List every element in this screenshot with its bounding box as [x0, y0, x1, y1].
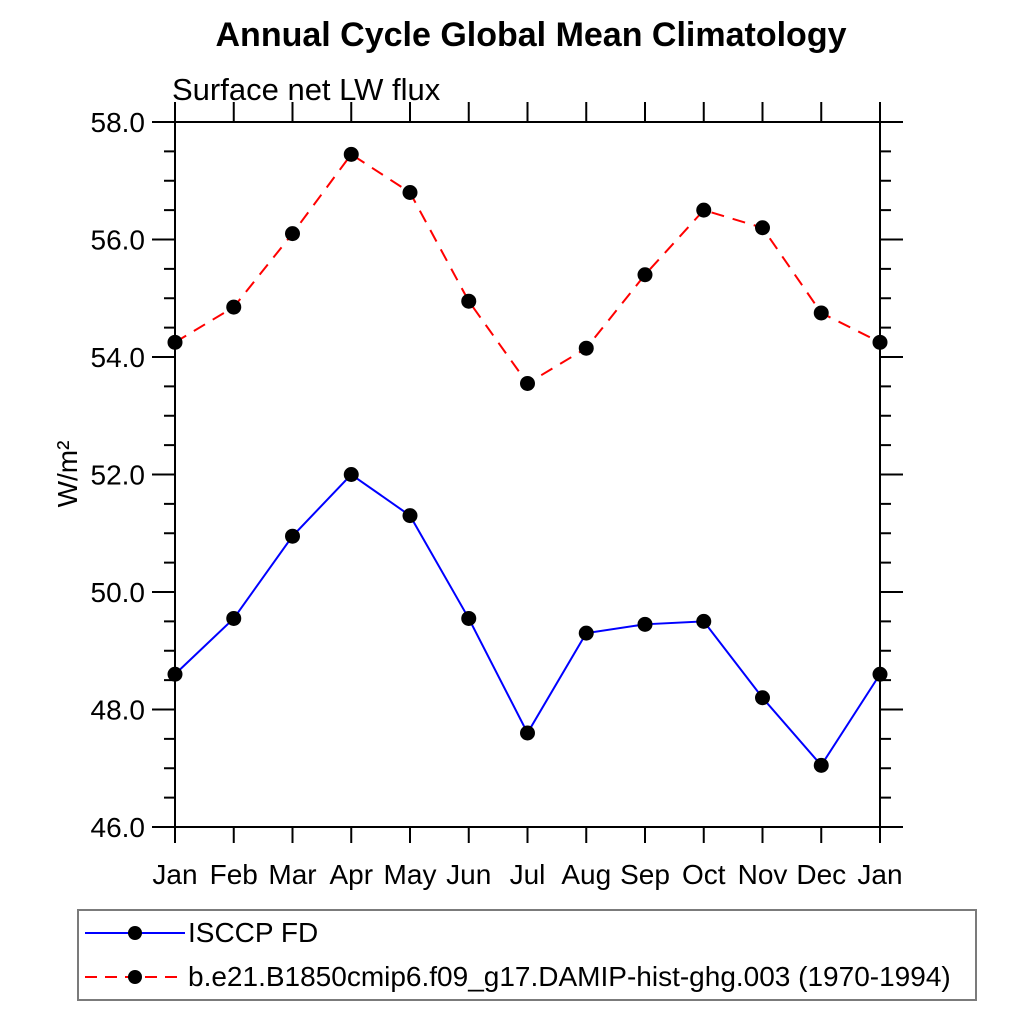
y-tick-label: 52.0 [91, 460, 146, 491]
x-tick-label: Mar [268, 859, 316, 890]
data-point-marker [755, 690, 770, 706]
data-point-marker [343, 467, 359, 482]
series-line-0 [174, 473, 881, 767]
data-point-marker [872, 334, 888, 350]
x-tick-label: Apr [329, 859, 373, 890]
legend-line-sample-dashed [85, 970, 185, 984]
data-point-marker [813, 305, 829, 321]
data-point-marker [285, 528, 300, 544]
data-point-marker [461, 293, 477, 309]
legend-line-sample-solid [85, 926, 185, 940]
x-tick-label: Dec [796, 859, 846, 890]
data-point-marker [402, 185, 418, 200]
data-point-marker [696, 202, 712, 218]
x-tick-label: Sep [620, 859, 670, 890]
x-tick-label: Aug [561, 859, 611, 890]
x-tick-label: Jul [510, 859, 546, 890]
y-tick-label: 46.0 [91, 812, 146, 843]
data-point-marker [167, 334, 183, 350]
data-point-marker [226, 299, 242, 315]
x-tick-label: Feb [210, 859, 258, 890]
y-tick-label: 48.0 [91, 695, 146, 726]
x-tick-label: Nov [738, 859, 788, 890]
data-point-marker [578, 625, 594, 641]
data-point-marker [637, 616, 653, 632]
x-tick-label: Oct [682, 859, 726, 890]
y-tick-label: 54.0 [91, 342, 146, 373]
data-point-marker [520, 375, 535, 391]
data-point-marker [813, 757, 829, 773]
chart-subtitle: Surface net LW flux [172, 72, 441, 107]
data-point-marker [226, 610, 242, 626]
data-point-marker [461, 610, 477, 626]
x-tick-label: May [384, 859, 437, 890]
data-point-marker [872, 666, 888, 682]
legend-label-isccp: ISCCP FD [188, 917, 319, 948]
legend-row-isccp: ISCCP FD [79, 913, 975, 953]
series-line-1 [174, 152, 881, 385]
data-point-marker [402, 508, 418, 524]
data-point-marker [696, 613, 712, 629]
chart-title: Annual Cycle Global Mean Climatology [215, 16, 847, 54]
data-point-marker [578, 340, 594, 356]
y-tick-label: 56.0 [91, 225, 146, 256]
data-point-marker [520, 725, 535, 741]
data-point-marker [285, 226, 300, 242]
axis-frame [174, 121, 881, 828]
data-point-marker [343, 146, 359, 162]
legend-box: ISCCP FD b.e21.B1850cmip6.f09_g17.DAMIP-… [77, 909, 977, 1001]
x-tick-label: Jan [857, 859, 902, 890]
data-point-marker [167, 666, 183, 682]
legend-row-model: b.e21.B1850cmip6.f09_g17.DAMIP-hist-ghg.… [79, 957, 975, 997]
legend-label-model: b.e21.B1850cmip6.f09_g17.DAMIP-hist-ghg.… [188, 961, 951, 992]
y-tick-label: 50.0 [91, 577, 146, 608]
y-tick-label: 58.0 [91, 107, 146, 138]
data-point-marker [755, 220, 770, 236]
x-tick-label: Jun [446, 859, 491, 890]
data-point-marker [637, 267, 653, 283]
x-tick-label: Jan [152, 859, 197, 890]
